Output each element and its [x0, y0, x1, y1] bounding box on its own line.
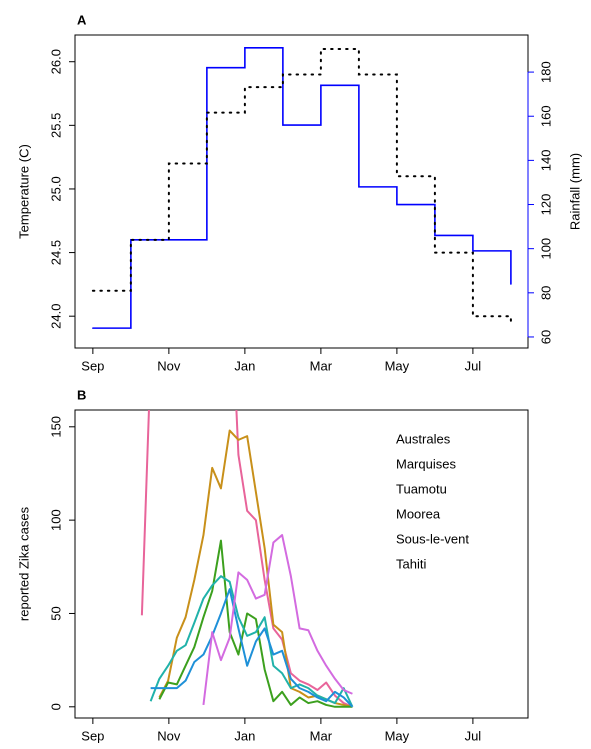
x-tick-label: Mar — [310, 358, 333, 373]
series-line — [140, 410, 353, 708]
y-tick-label: 25.0 — [48, 176, 63, 201]
x-tick-label: May — [385, 358, 410, 373]
series-line — [149, 575, 354, 708]
y-tick-label: 24.0 — [48, 304, 63, 329]
x-tick-label: Sep — [81, 358, 104, 373]
series-line — [158, 539, 353, 708]
y-tick-label: 26.0 — [48, 49, 63, 74]
y2-tick-label: 60 — [538, 330, 553, 344]
y-tick-label: 100 — [48, 509, 63, 531]
legend-entry: Moorea — [396, 506, 441, 521]
plot-box — [74, 409, 529, 719]
series-line — [158, 429, 353, 708]
y2-tick-label: 100 — [538, 238, 553, 260]
y2-tick-label: 120 — [538, 194, 553, 216]
y2-tick-label: 180 — [538, 61, 553, 83]
legend-entry: Marquises — [396, 456, 456, 471]
x-tick-label: Sep — [81, 728, 104, 743]
y-tick-label: 50 — [48, 606, 63, 620]
lines-clip — [140, 410, 354, 708]
x-tick-label: Jul — [465, 358, 482, 373]
legend-entry: Tahiti — [396, 556, 426, 571]
x-tick-label: Jan — [234, 728, 255, 743]
x-tick-label: Nov — [157, 728, 181, 743]
plot-box — [74, 34, 529, 349]
y2-tick-label: 160 — [538, 105, 553, 127]
x-tick-label: May — [385, 728, 410, 743]
y-axis-title: Temperature (C) — [16, 144, 31, 239]
y-tick-label: 24.5 — [48, 240, 63, 265]
legend-entry: Tuamotu — [396, 481, 447, 496]
x-tick-label: Jul — [465, 728, 482, 743]
y2-axis-title: Rainfall (mm) — [567, 153, 582, 230]
x-tick-label: Jan — [234, 358, 255, 373]
y-axis-title: reported Zika cases — [16, 506, 31, 621]
y2-tick-label: 80 — [538, 286, 553, 300]
series-line — [202, 534, 353, 706]
step-line — [92, 47, 512, 329]
y-tick-label: 0 — [48, 703, 63, 710]
panel-label: A — [77, 12, 87, 27]
x-tick-label: Nov — [157, 358, 181, 373]
panel-label: B — [77, 387, 86, 402]
legend-entry: Sous-le-vent — [396, 531, 469, 546]
y-tick-label: 25.5 — [48, 113, 63, 138]
series-line — [150, 588, 354, 708]
y-tick-label: 150 — [48, 416, 63, 438]
step-line — [91, 47, 512, 325]
x-tick-label: Mar — [310, 728, 333, 743]
legend-entry: Australes — [396, 431, 451, 446]
y2-tick-label: 140 — [538, 150, 553, 172]
